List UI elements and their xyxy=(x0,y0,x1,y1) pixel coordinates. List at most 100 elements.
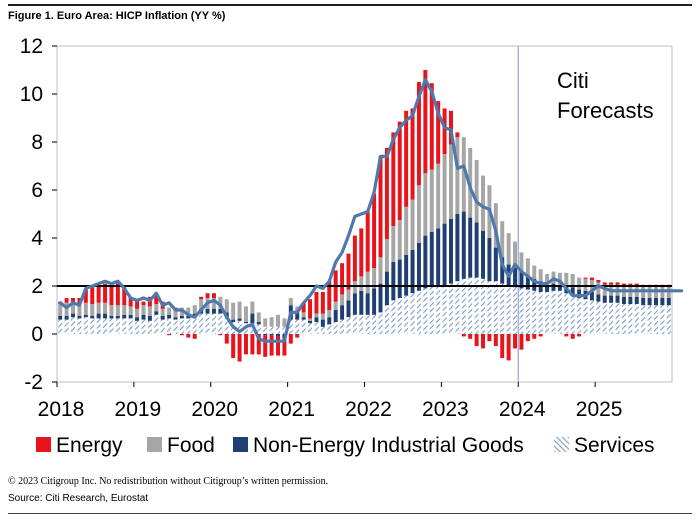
bar-energy xyxy=(423,70,428,174)
bar-energy xyxy=(295,334,300,338)
bar-food xyxy=(666,287,671,298)
bar-energy xyxy=(564,334,569,337)
bar-food xyxy=(77,304,82,316)
bar-food xyxy=(513,241,518,268)
bar-food xyxy=(128,306,133,315)
y-tick-label: 8 xyxy=(31,131,43,154)
bar-non-energy-industrial-goods xyxy=(429,232,434,288)
bar-non-energy-industrial-goods xyxy=(314,317,319,322)
bar-non-energy-industrial-goods xyxy=(346,300,351,318)
legend-label-services: Services xyxy=(574,434,655,457)
bar-food xyxy=(557,272,562,285)
bar-energy xyxy=(359,228,364,277)
bar-food xyxy=(320,313,325,320)
bar-non-energy-industrial-goods xyxy=(570,287,575,296)
bar-food xyxy=(308,318,313,321)
bar-services xyxy=(602,302,607,334)
bar-food xyxy=(365,271,370,294)
bar-services xyxy=(513,287,518,334)
bar-non-energy-industrial-goods xyxy=(243,322,248,324)
bar-energy xyxy=(589,277,594,280)
bar-food xyxy=(327,310,332,318)
bar-energy xyxy=(320,292,325,314)
bar-services xyxy=(160,319,165,334)
bar-non-energy-industrial-goods xyxy=(327,317,332,325)
bar-services xyxy=(621,304,626,334)
bar-energy xyxy=(314,292,319,314)
bar-food xyxy=(660,287,665,298)
bar-services xyxy=(154,314,159,334)
bar-energy xyxy=(596,280,601,283)
bar-services xyxy=(320,326,325,334)
bar-food xyxy=(545,274,550,285)
bar-non-energy-industrial-goods xyxy=(391,262,396,301)
bar-energy xyxy=(199,296,204,300)
bar-energy xyxy=(615,282,620,285)
bar-food xyxy=(192,305,197,314)
bar-services xyxy=(519,288,524,334)
bar-non-energy-industrial-goods xyxy=(442,223,447,286)
bar-energy xyxy=(218,334,223,336)
bar-non-energy-industrial-goods xyxy=(295,312,300,320)
source-note: Source: Citi Research, Eurostat xyxy=(8,493,149,504)
bar-services xyxy=(314,322,319,334)
bar-energy xyxy=(256,334,261,355)
bar-non-energy-industrial-goods xyxy=(378,283,383,313)
bar-services xyxy=(647,305,652,334)
bar-energy xyxy=(519,334,524,350)
bar-food xyxy=(481,175,486,231)
bar-services xyxy=(596,301,601,334)
bar-food xyxy=(346,289,351,301)
bar-non-energy-industrial-goods xyxy=(320,319,325,327)
bar-food xyxy=(641,287,646,298)
bar-food xyxy=(115,305,120,316)
bar-non-energy-industrial-goods xyxy=(167,314,172,319)
bar-food xyxy=(532,265,537,279)
bar-non-energy-industrial-goods xyxy=(666,298,671,306)
bar-energy xyxy=(602,282,607,285)
bar-non-energy-industrial-goods xyxy=(589,292,594,301)
bar-services xyxy=(628,304,633,334)
bar-food xyxy=(199,299,204,309)
bar-non-energy-industrial-goods xyxy=(500,257,505,284)
bar-food xyxy=(141,305,146,315)
bar-services xyxy=(577,298,582,334)
bar-energy xyxy=(461,334,466,337)
bar-energy xyxy=(365,211,370,272)
bar-services xyxy=(333,322,338,334)
bar-services xyxy=(147,320,152,334)
bar-services xyxy=(58,319,63,334)
bar-non-energy-industrial-goods xyxy=(64,316,69,320)
bar-food xyxy=(167,307,172,315)
bar-food xyxy=(186,307,191,316)
bar-non-energy-industrial-goods xyxy=(628,296,633,304)
bar-services xyxy=(589,300,594,334)
bar-services xyxy=(83,317,88,334)
bar-services xyxy=(295,319,300,334)
bar-food xyxy=(525,258,530,276)
bar-food xyxy=(506,233,511,265)
bar-services xyxy=(423,288,428,334)
forecast-annotation-line: Citi xyxy=(557,68,589,93)
bar-non-energy-industrial-goods xyxy=(359,290,364,315)
bar-non-energy-industrial-goods xyxy=(71,313,76,318)
bar-energy xyxy=(276,336,281,356)
bar-energy xyxy=(404,110,409,207)
bar-energy xyxy=(96,284,101,303)
bar-food xyxy=(359,276,364,291)
bar-food xyxy=(135,308,140,318)
bar-food xyxy=(243,306,248,322)
copyright-notice: © 2023 Citigroup Inc. No redistribution … xyxy=(8,476,329,487)
bar-services xyxy=(532,290,537,334)
bar-food xyxy=(269,317,274,327)
bar-non-energy-industrial-goods xyxy=(147,316,152,321)
bar-non-energy-industrial-goods xyxy=(609,295,614,303)
bar-non-energy-industrial-goods xyxy=(404,254,409,296)
bar-energy xyxy=(378,156,383,258)
bar-services xyxy=(256,324,261,334)
y-tick-label: 6 xyxy=(31,179,43,202)
bar-food xyxy=(211,298,216,309)
x-tick-label: 2019 xyxy=(115,398,162,421)
bar-non-energy-industrial-goods xyxy=(448,218,453,284)
bar-non-energy-industrial-goods xyxy=(513,268,518,288)
